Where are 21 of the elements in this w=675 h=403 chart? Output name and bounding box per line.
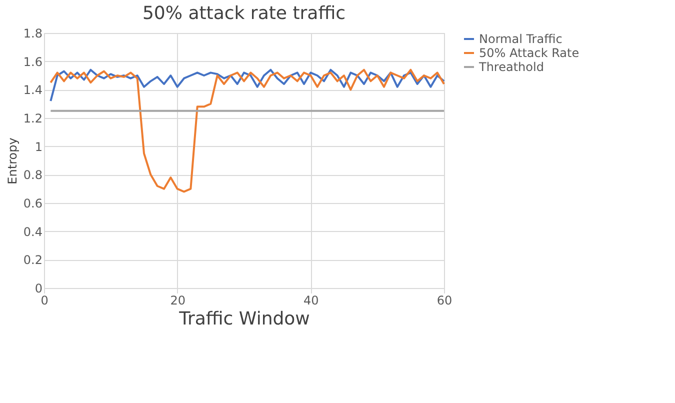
y-tick-label: 0.8 [23, 168, 42, 182]
chart-title: 50% attack rate traffic [142, 3, 346, 24]
y-tick-label: 1.2 [23, 112, 42, 126]
y-tick-label: 1.8 [23, 26, 42, 40]
line-series [50, 68, 445, 193]
x-axis-title: Traffic Window [178, 308, 310, 330]
x-tick-label: 40 [304, 294, 319, 308]
y-axis-title: Entropy [5, 138, 20, 184]
legend-label: 50% Attack Rate [479, 46, 580, 60]
y-tick-label: 1.4 [23, 83, 42, 98]
y-tick-label: 0.2 [23, 253, 42, 268]
x-tick-label: 60 [436, 294, 452, 308]
y-tick-label: 0 [34, 282, 42, 296]
y-tick-label: 1 [34, 140, 42, 154]
line-series [50, 68, 445, 102]
x-tick-label: 20 [170, 294, 186, 308]
y-tick-label: 0.6 [23, 196, 42, 210]
y-tick-label: 1.6 [23, 54, 42, 69]
legend-label: Threathold [478, 60, 544, 74]
y-tick-label: 0.4 [23, 224, 42, 239]
legend-label: Normal Traffic [479, 32, 562, 46]
